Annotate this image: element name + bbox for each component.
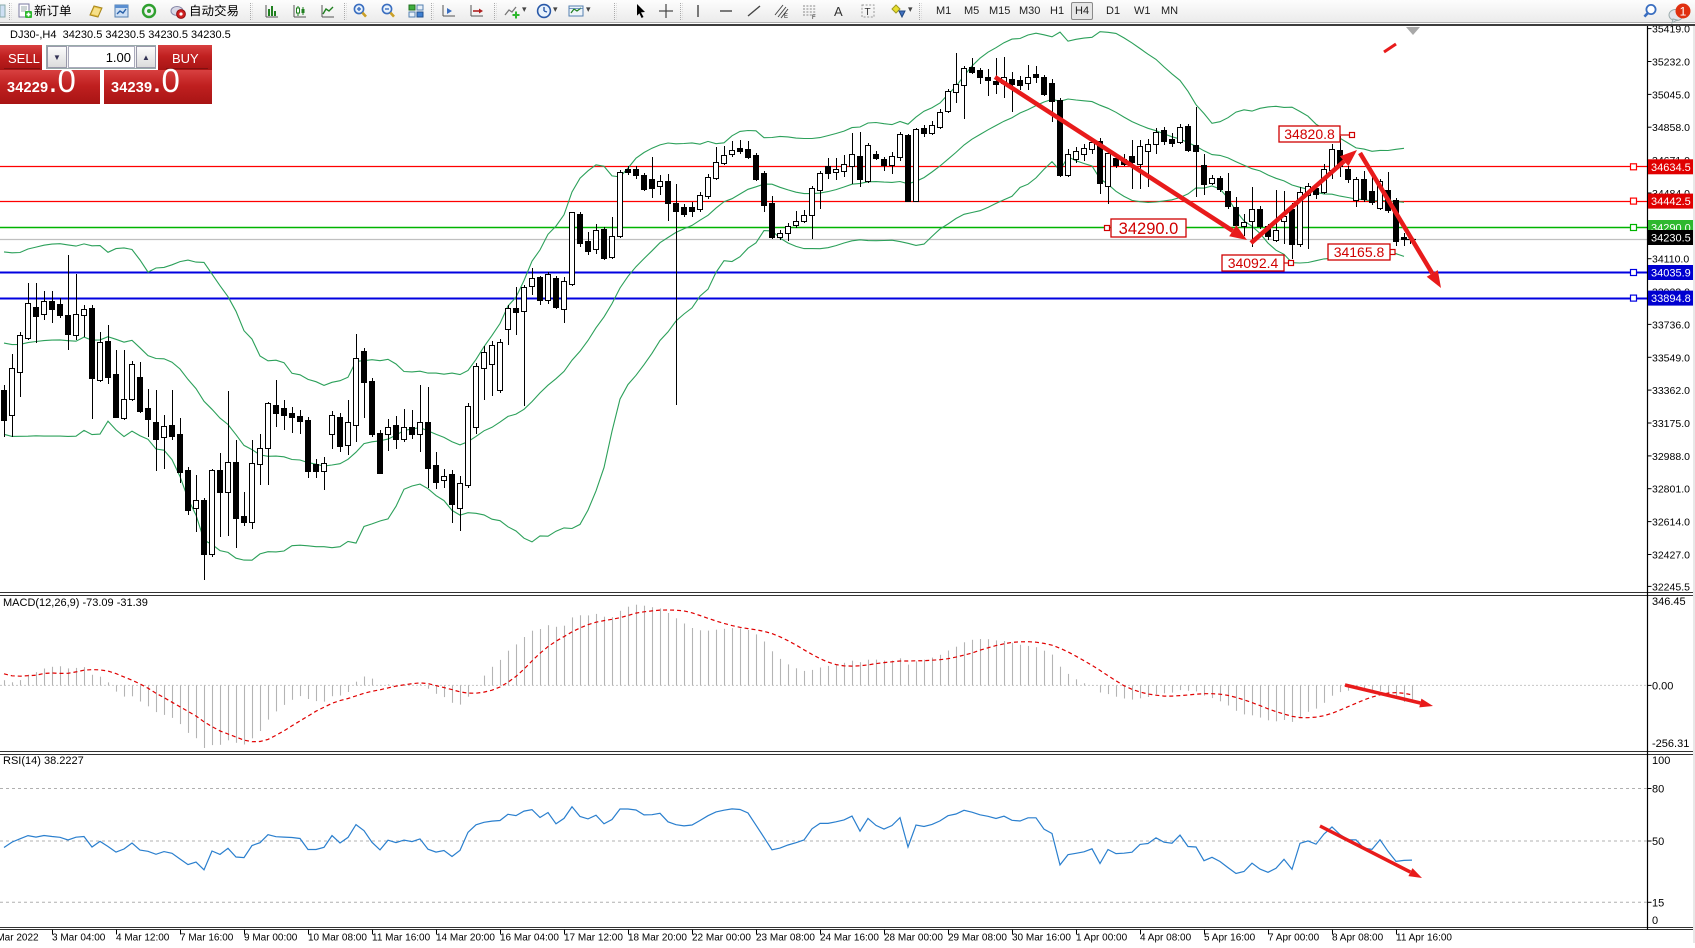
svg-text:-256.31: -256.31 (1652, 738, 1689, 750)
svg-text:15: 15 (1652, 897, 1664, 909)
svg-text:A: A (834, 4, 843, 19)
svg-text:34442.5: 34442.5 (1651, 196, 1691, 208)
svg-text:33175.0: 33175.0 (1652, 418, 1690, 430)
svg-text:34634.5: 34634.5 (1651, 162, 1691, 174)
svg-text:34858.0: 34858.0 (1652, 122, 1690, 134)
svg-text:34092.4: 34092.4 (1228, 255, 1279, 271)
svg-text:8 Apr 08:00: 8 Apr 08:00 (1332, 933, 1384, 944)
svg-text:4 Mar 12:00: 4 Mar 12:00 (116, 933, 170, 944)
svg-text:3 Mar 04:00: 3 Mar 04:00 (52, 933, 106, 944)
svg-text:50: 50 (1652, 836, 1664, 848)
svg-text:29 Mar 08:00: 29 Mar 08:00 (948, 933, 1007, 944)
svg-text:14 Mar 20:00: 14 Mar 20:00 (436, 933, 495, 944)
svg-text:33549.0: 33549.0 (1652, 352, 1690, 364)
svg-text:32245.5: 32245.5 (1652, 581, 1690, 593)
svg-text:17 Mar 12:00: 17 Mar 12:00 (564, 933, 623, 944)
svg-text:33362.0: 33362.0 (1652, 385, 1690, 397)
svg-text:34820.8: 34820.8 (1284, 126, 1335, 142)
svg-text:5 Apr 16:00: 5 Apr 16:00 (1204, 933, 1256, 944)
svg-text:34290.0: 34290.0 (1119, 220, 1179, 238)
svg-text:7 Mar 16:00: 7 Mar 16:00 (180, 933, 234, 944)
svg-text:E: E (784, 14, 788, 19)
svg-text:28 Mar 00:00: 28 Mar 00:00 (884, 933, 943, 944)
svg-text:10 Mar 08:00: 10 Mar 08:00 (308, 933, 367, 944)
svg-text:33894.8: 33894.8 (1651, 293, 1691, 305)
svg-text:18 Mar 20:00: 18 Mar 20:00 (628, 933, 687, 944)
svg-text:22 Mar 00:00: 22 Mar 00:00 (692, 933, 751, 944)
svg-text:24 Mar 16:00: 24 Mar 16:00 (820, 933, 879, 944)
svg-text:35419.0: 35419.0 (1652, 24, 1690, 36)
svg-text:35232.0: 35232.0 (1652, 57, 1690, 69)
svg-text:T: T (865, 7, 871, 18)
svg-text:1 Apr 00:00: 1 Apr 00:00 (1076, 933, 1128, 944)
svg-text:32801.0: 32801.0 (1652, 484, 1690, 496)
svg-text:11 Mar 16:00: 11 Mar 16:00 (372, 933, 431, 944)
svg-text:23 Mar 08:00: 23 Mar 08:00 (756, 933, 815, 944)
svg-text:MACD(12,26,9) -73.09 -31.39: MACD(12,26,9) -73.09 -31.39 (3, 597, 148, 609)
svg-text:34165.8: 34165.8 (1334, 244, 1385, 260)
svg-text:1: 1 (1680, 4, 1687, 18)
svg-text:9 Mar 00:00: 9 Mar 00:00 (244, 933, 298, 944)
svg-text:0.00: 0.00 (1652, 680, 1673, 692)
svg-text:RSI(14) 38.2227: RSI(14) 38.2227 (3, 755, 84, 767)
svg-text:34230.5: 34230.5 (1651, 233, 1691, 245)
svg-text:30 Mar 16:00: 30 Mar 16:00 (1012, 933, 1071, 944)
svg-text:16 Mar 04:00: 16 Mar 04:00 (500, 933, 559, 944)
svg-text:32614.0: 32614.0 (1652, 517, 1690, 529)
svg-text:4 Apr 08:00: 4 Apr 08:00 (1140, 933, 1192, 944)
svg-text:34035.9: 34035.9 (1651, 268, 1691, 280)
svg-text:80: 80 (1652, 784, 1664, 796)
svg-text:0: 0 (1652, 915, 1658, 927)
svg-text:34110.0: 34110.0 (1652, 254, 1689, 266)
svg-text:100: 100 (1652, 755, 1670, 767)
svg-text:7 Apr 00:00: 7 Apr 00:00 (1268, 933, 1320, 944)
svg-text:11 Apr 16:00: 11 Apr 16:00 (1396, 933, 1452, 944)
svg-text:35045.0: 35045.0 (1652, 89, 1690, 101)
svg-text:32988.0: 32988.0 (1652, 451, 1690, 463)
svg-text:1 Mar 2022: 1 Mar 2022 (0, 933, 39, 944)
svg-text:32427.0: 32427.0 (1652, 550, 1690, 562)
svg-text:346.45: 346.45 (1652, 596, 1686, 608)
svg-text:F: F (812, 15, 816, 19)
svg-text:33736.0: 33736.0 (1652, 319, 1690, 331)
